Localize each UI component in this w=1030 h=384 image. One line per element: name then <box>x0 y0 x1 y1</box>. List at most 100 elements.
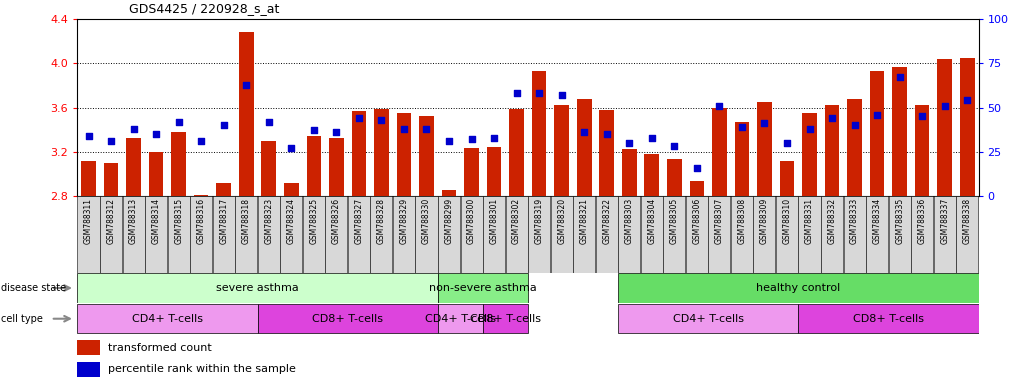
Bar <box>100 196 123 273</box>
Text: GSM788317: GSM788317 <box>219 198 229 244</box>
Point <box>126 126 142 132</box>
Text: GSM788307: GSM788307 <box>715 198 724 244</box>
Bar <box>235 196 258 273</box>
Bar <box>325 196 347 273</box>
Text: GSM788324: GSM788324 <box>286 198 296 244</box>
Bar <box>848 99 862 196</box>
Bar <box>239 33 253 196</box>
Bar <box>104 163 118 196</box>
Text: GSM788328: GSM788328 <box>377 198 386 244</box>
Text: GSM788300: GSM788300 <box>467 198 476 244</box>
Text: GSM788325: GSM788325 <box>309 198 318 244</box>
Bar <box>712 108 727 196</box>
Bar <box>191 196 212 273</box>
Bar <box>776 196 798 273</box>
Point <box>148 131 165 137</box>
Text: GSM788329: GSM788329 <box>400 198 409 244</box>
Point <box>396 126 412 132</box>
Bar <box>392 196 415 273</box>
Bar <box>821 196 844 273</box>
Bar <box>889 196 911 273</box>
Bar <box>960 58 974 196</box>
Point <box>936 103 953 109</box>
Bar <box>374 109 388 196</box>
Bar <box>798 304 978 333</box>
Bar <box>551 196 573 273</box>
Bar <box>307 136 321 196</box>
Bar <box>509 109 524 196</box>
Text: CD8+ T-cells: CD8+ T-cells <box>470 314 541 324</box>
Bar <box>618 196 641 273</box>
Text: GSM788313: GSM788313 <box>129 198 138 244</box>
Text: CD4+ T-cells: CD4+ T-cells <box>132 314 203 324</box>
Point <box>103 138 119 144</box>
Text: non-severe asthma: non-severe asthma <box>428 283 537 293</box>
Bar <box>667 159 682 196</box>
Bar <box>371 196 392 273</box>
Bar <box>757 102 771 196</box>
Text: GSM788305: GSM788305 <box>670 198 679 244</box>
Point <box>711 103 727 109</box>
Bar <box>483 196 505 273</box>
Text: GSM788322: GSM788322 <box>603 198 611 244</box>
Point <box>306 127 322 134</box>
Text: cell type: cell type <box>1 314 43 324</box>
Point <box>689 164 706 170</box>
Point <box>869 111 886 118</box>
Bar <box>866 196 888 273</box>
Bar <box>869 71 885 196</box>
Bar <box>645 154 659 196</box>
Text: GSM788316: GSM788316 <box>197 198 206 244</box>
Bar <box>438 273 527 303</box>
Point <box>193 138 209 144</box>
Text: GSM788299: GSM788299 <box>445 198 453 244</box>
Point <box>418 126 435 132</box>
Bar <box>956 196 978 273</box>
Point <box>283 145 300 151</box>
Bar <box>595 196 618 273</box>
Bar <box>171 132 186 196</box>
Point <box>553 92 570 98</box>
Bar <box>892 67 907 196</box>
Point <box>914 113 930 119</box>
Bar <box>419 116 434 196</box>
Point <box>486 134 503 141</box>
Text: GSM788331: GSM788331 <box>805 198 814 244</box>
Bar <box>483 304 527 333</box>
Text: GSM788314: GSM788314 <box>151 198 161 244</box>
Text: GSM788308: GSM788308 <box>737 198 747 244</box>
Text: CD8+ T-cells: CD8+ T-cells <box>312 314 383 324</box>
Text: GSM788336: GSM788336 <box>918 198 927 244</box>
Point <box>170 119 186 125</box>
Bar <box>127 139 141 196</box>
Point <box>824 115 840 121</box>
Bar <box>753 196 776 273</box>
Text: GSM788310: GSM788310 <box>783 198 791 244</box>
Bar <box>487 147 502 196</box>
Bar <box>912 196 933 273</box>
Text: GSM788320: GSM788320 <box>557 198 566 244</box>
Bar <box>554 105 569 196</box>
Bar <box>212 196 235 273</box>
Bar <box>641 196 663 273</box>
Bar <box>442 190 456 196</box>
Text: GSM788319: GSM788319 <box>535 198 544 244</box>
Bar <box>329 139 344 196</box>
Bar <box>280 196 303 273</box>
Text: GSM788304: GSM788304 <box>647 198 656 244</box>
Bar <box>709 196 730 273</box>
Bar <box>780 161 794 196</box>
Point <box>329 129 345 135</box>
Text: GSM788335: GSM788335 <box>895 198 904 244</box>
Text: GSM788309: GSM788309 <box>760 198 769 244</box>
Bar <box>577 99 591 196</box>
Text: severe asthma: severe asthma <box>216 283 299 293</box>
Bar <box>145 196 167 273</box>
Bar <box>915 105 929 196</box>
Bar <box>262 141 276 196</box>
Point <box>847 122 863 128</box>
Text: GSM788337: GSM788337 <box>940 198 950 244</box>
Text: GSM788334: GSM788334 <box>872 198 882 244</box>
Text: GSM788333: GSM788333 <box>850 198 859 244</box>
Bar <box>731 196 753 273</box>
